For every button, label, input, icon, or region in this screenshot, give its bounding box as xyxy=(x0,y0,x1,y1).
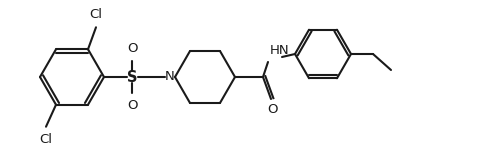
Text: Cl: Cl xyxy=(89,8,103,21)
Text: Cl: Cl xyxy=(40,133,53,146)
Text: O: O xyxy=(127,42,137,55)
Text: N: N xyxy=(165,71,175,83)
Text: S: S xyxy=(127,69,137,85)
Text: O: O xyxy=(127,99,137,112)
Text: O: O xyxy=(268,103,278,116)
Text: HN: HN xyxy=(270,44,290,57)
